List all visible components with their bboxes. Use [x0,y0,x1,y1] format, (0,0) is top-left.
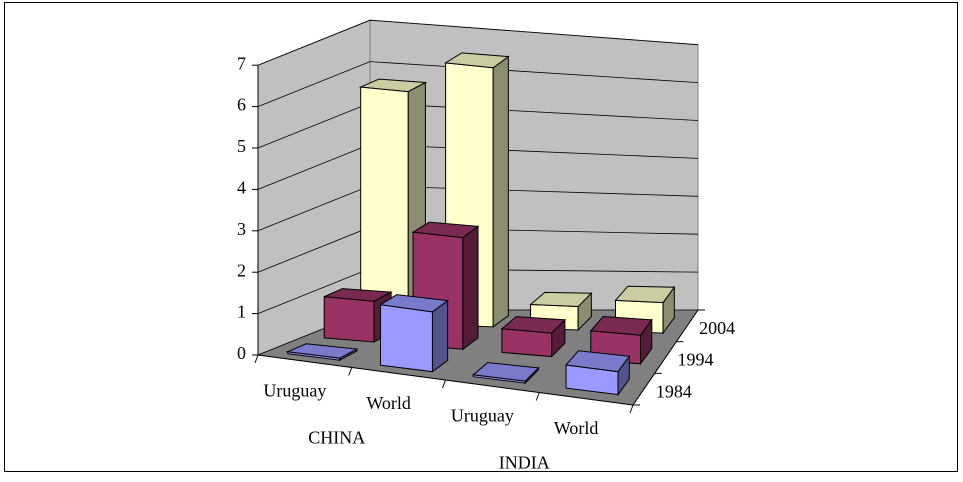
grid-line [257,61,699,107]
bar-side [492,55,509,328]
bar [358,78,428,325]
x-tick [442,379,446,389]
x-tick-label: Uruguay [263,380,326,400]
bar [472,362,540,385]
bar-top [500,316,567,334]
bar-top [358,78,428,93]
bar-front [380,304,433,373]
x-tick [629,404,634,414]
y-tick-label: 2 [237,260,246,280]
bar [285,343,359,362]
bar-side [431,299,449,373]
group-label: INDIA [499,453,550,473]
x-tick [535,392,540,401]
bar [500,316,567,358]
y-tick-label: 7 [237,53,246,73]
x-tick-label: World [366,393,411,413]
depth-label: 1984 [656,381,692,401]
y-tick-label: 5 [237,136,246,156]
y-tick-label: 0 [237,343,246,363]
bar-top [444,52,510,69]
bar-top [379,294,449,313]
bar-top [324,288,393,302]
bar [379,294,449,373]
bar [323,288,393,343]
bar-top [472,362,540,382]
y-tick-label: 4 [237,178,246,198]
bar-top [589,316,653,336]
depth-label: 1994 [678,350,714,370]
depth-axis [632,309,699,406]
grid-line [257,19,699,66]
bar-top [565,350,631,373]
bar-side [462,225,479,351]
x-tick [348,367,353,376]
y-tick-label: 3 [237,219,246,239]
bar-top [614,285,676,304]
group-label: CHINA [308,428,365,448]
depth-label: 2004 [699,318,735,338]
bar-top [411,221,480,239]
x-tick [254,354,259,364]
y-tick-label: 6 [237,95,246,115]
bar-top [285,343,359,359]
x-tick-label: Uruguay [451,405,514,425]
bar-front [323,296,375,343]
y-tick-label: 1 [237,302,246,322]
bar-top [529,291,593,308]
x-tick-label: World [554,418,599,438]
bar [565,350,631,397]
bar-front [360,86,409,325]
